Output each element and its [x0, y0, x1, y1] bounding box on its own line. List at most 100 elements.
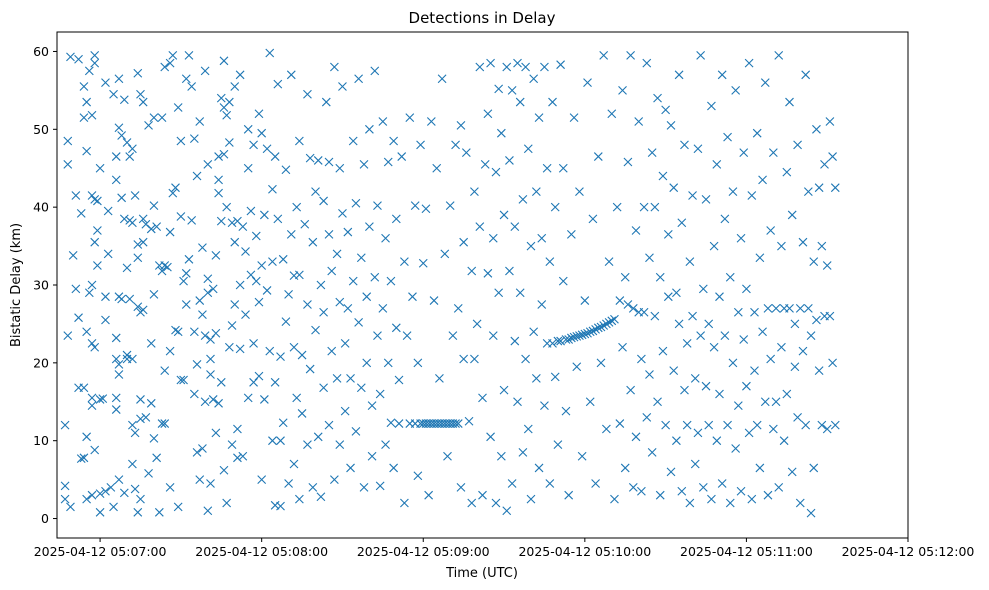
- data-point: [233, 424, 242, 434]
- data-point: [87, 280, 97, 290]
- data-point: [251, 276, 261, 286]
- data-point: [362, 292, 372, 302]
- data-point: [111, 333, 121, 343]
- data-point: [211, 328, 221, 338]
- data-point: [715, 389, 724, 399]
- data-point: [286, 70, 296, 80]
- data-point: [95, 395, 105, 404]
- y-tick-label: 50: [33, 122, 49, 137]
- data-point: [505, 156, 514, 165]
- data-point: [203, 288, 213, 298]
- data-point: [421, 204, 431, 214]
- data-point: [733, 401, 743, 411]
- data-point: [787, 467, 797, 477]
- data-point: [316, 280, 326, 290]
- data-point: [79, 383, 89, 393]
- data-point: [354, 74, 364, 84]
- data-point: [138, 237, 148, 247]
- data-point: [79, 82, 89, 91]
- data-point: [233, 453, 242, 463]
- data-point: [262, 144, 272, 154]
- data-point: [531, 374, 541, 383]
- data-point: [63, 159, 73, 169]
- data-point: [397, 152, 407, 161]
- data-point: [795, 303, 805, 313]
- data-point: [195, 475, 205, 485]
- data-point: [720, 214, 730, 224]
- data-point: [262, 286, 272, 295]
- data-point: [658, 171, 668, 181]
- data-point: [383, 358, 393, 368]
- data-point: [84, 288, 94, 298]
- data-point: [588, 326, 598, 336]
- data-point: [152, 453, 162, 463]
- data-point: [523, 424, 533, 434]
- data-point: [752, 420, 762, 430]
- data-point: [526, 494, 536, 504]
- data-point: [90, 445, 100, 455]
- data-point: [499, 210, 509, 220]
- data-point: [136, 494, 145, 504]
- data-point: [413, 358, 423, 368]
- data-point: [303, 440, 312, 449]
- data-point: [523, 144, 533, 154]
- data-point: [604, 257, 614, 267]
- data-point: [763, 303, 773, 313]
- data-point: [731, 85, 741, 95]
- data-point: [548, 97, 557, 107]
- data-point: [685, 257, 695, 267]
- data-point: [319, 383, 328, 393]
- data-point: [281, 165, 291, 175]
- data-point: [305, 364, 315, 374]
- data-point: [195, 296, 205, 305]
- data-point: [340, 338, 350, 348]
- data-point: [338, 208, 347, 218]
- data-point: [308, 483, 318, 492]
- data-point: [138, 305, 148, 315]
- data-point: [222, 110, 232, 120]
- data-point: [265, 346, 275, 356]
- data-point: [768, 148, 778, 158]
- data-point: [569, 113, 579, 123]
- data-point: [130, 191, 140, 200]
- data-point: [666, 121, 676, 130]
- data-point: [200, 397, 210, 407]
- data-point: [173, 103, 183, 112]
- data-point: [499, 385, 509, 395]
- data-point: [149, 113, 159, 123]
- data-point: [297, 350, 307, 360]
- data-point: [79, 113, 89, 123]
- data-point: [351, 198, 361, 208]
- data-point: [370, 272, 380, 282]
- data-point: [416, 140, 425, 150]
- data-point: [507, 479, 517, 488]
- data-point: [639, 307, 649, 317]
- data-point: [642, 58, 652, 68]
- data-point: [76, 208, 86, 218]
- data-point: [219, 56, 229, 66]
- y-tick-label: 40: [33, 200, 49, 215]
- data-point: [122, 350, 132, 360]
- x-tick-label: 2025-04-12 05:07:00: [34, 544, 167, 559]
- data-point: [165, 227, 175, 237]
- data-point: [596, 358, 606, 368]
- data-point: [537, 233, 547, 243]
- x-tick-label: 2025-04-12 05:08:00: [195, 544, 328, 559]
- data-point: [742, 284, 751, 294]
- data-point: [572, 331, 582, 341]
- data-point: [674, 70, 684, 80]
- data-point: [189, 389, 199, 399]
- x-axis-label: Time (UTC): [445, 566, 518, 581]
- data-point: [601, 424, 611, 434]
- data-point: [456, 483, 466, 492]
- data-point: [273, 214, 283, 224]
- y-tick-label: 60: [33, 44, 49, 59]
- data-point: [111, 152, 121, 161]
- data-point: [198, 243, 207, 253]
- data-point: [157, 113, 167, 123]
- data-point: [90, 237, 100, 247]
- data-point: [216, 377, 226, 387]
- data-point: [809, 257, 819, 267]
- data-point: [60, 481, 70, 491]
